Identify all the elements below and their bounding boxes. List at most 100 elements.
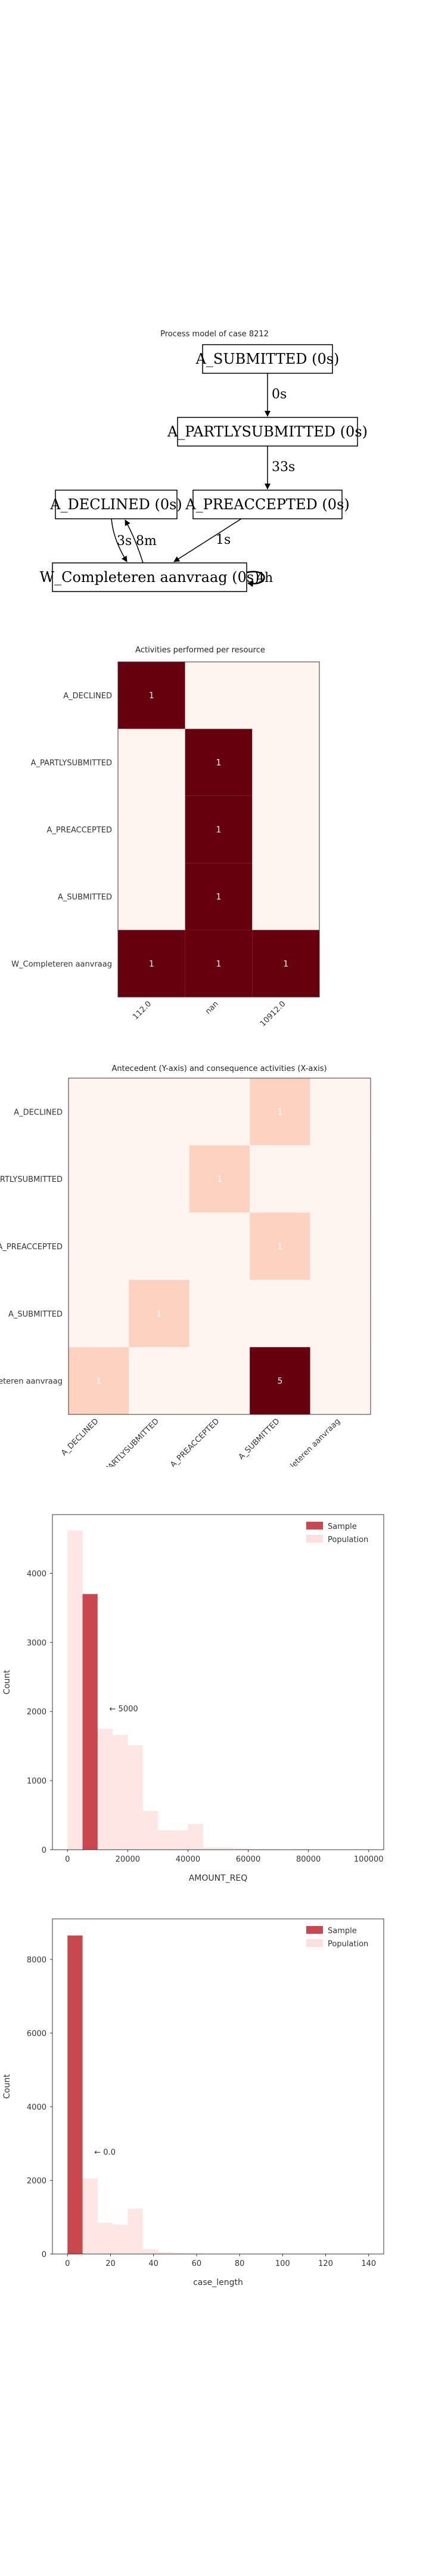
y-tick-label: 4000 (27, 2103, 46, 2112)
x-tick-label: 20000 (116, 1855, 140, 1864)
annotation-label: ← 5000 (110, 1705, 138, 1714)
y-tick-label: 8000 (27, 1956, 46, 1965)
population-bar (67, 1530, 83, 1850)
population-bar (188, 2253, 203, 2254)
edge-wc-declined: 8m (125, 519, 157, 564)
edge-declined-wc: 3s (111, 518, 132, 562)
cell-value-label: 1 (216, 758, 222, 768)
heatmap-cell (129, 1347, 189, 1414)
process-model-title: Process model of case 8212 (160, 330, 269, 339)
node-label: A_DECLINED (0s) (49, 496, 182, 513)
edge-preaccepted-wc: 1s (173, 518, 242, 562)
x-tick-label: A_PARTLYSUBMITTED (97, 1417, 161, 1467)
heatmap-cell (189, 1145, 250, 1213)
x-tick-label: 0 (65, 1855, 70, 1864)
heatmap-cell (129, 1145, 189, 1213)
cell-value-label: 1 (157, 1309, 162, 1319)
x-tick-label: 100 (275, 2259, 290, 2268)
y-axis-label: Count (2, 2074, 12, 2099)
population-bar (263, 1849, 279, 1850)
x-tick-label: 40 (148, 2259, 158, 2268)
heatmap-cell (250, 1078, 310, 1145)
node-w-completeren: W_Completeren aanvraag (0s) (39, 562, 260, 592)
population-bar (248, 1849, 263, 1850)
y-axis-label: Count (2, 1670, 12, 1695)
heatmap-cell (118, 863, 185, 930)
edge-submitted-partly: 0s (265, 373, 287, 417)
plot-border (52, 1514, 384, 1850)
heatmap-cell (185, 795, 253, 863)
heatmap-cell (185, 662, 253, 729)
edge-wc-self-loop: 4h (246, 571, 273, 587)
x-tick-label: 80000 (296, 1855, 321, 1864)
x-tick-label: 120 (318, 2259, 333, 2268)
cell-value-label: 1 (217, 1175, 222, 1184)
heatmap-cell (310, 1347, 371, 1414)
population-bar (128, 1745, 143, 1850)
sample-bar (82, 1594, 98, 1850)
population-bar (113, 1735, 128, 1850)
case-length-histogram-panel: 0 20 40 60 80 100 120 140 0 2000 4000 6000 8000 case_… (0, 1908, 429, 2349)
legend-label: Sample (328, 1522, 357, 1531)
y-tick-label: 0 (42, 1846, 46, 1855)
y-tick-label: W_Completeren aanvraag (0, 1377, 63, 1386)
cell-value-label: 1 (149, 691, 154, 701)
x-tick-label: A_PREACCEPTED (169, 1417, 221, 1467)
y-tick-label: A_PARTLYSUBMITTED (0, 1175, 63, 1184)
x-tick-label: 10912.0 (259, 999, 288, 1029)
y-tick-label: A_PARTLYSUBMITTED (31, 759, 112, 768)
heatmap-cell (252, 662, 319, 729)
x-axis-label: case_length (193, 2278, 243, 2287)
x-tick-label: A_DECLINED (60, 1417, 100, 1457)
edge-label: 33s (272, 460, 295, 475)
heatmap-cell (129, 1212, 189, 1280)
x-tick-label: 112.0 (131, 999, 153, 1021)
y-tick-label: 2000 (27, 1708, 46, 1717)
heatmap-border (68, 1078, 371, 1415)
cell-value-label: 1 (277, 1107, 282, 1117)
heatmap-cell (250, 1212, 310, 1280)
y-tick-label: 0 (42, 2250, 46, 2259)
legend-label: Sample (328, 1927, 357, 1936)
edge-label: 1s (216, 532, 231, 547)
cell-value-label: 1 (216, 959, 222, 969)
heatmap-cell (129, 1280, 189, 1348)
edge-partly-preaccepted: 33s (265, 446, 295, 490)
heatmap-cell (185, 930, 253, 997)
y-tick-label: 4000 (27, 1569, 46, 1578)
legend-swatch (306, 1926, 323, 1934)
x-tick-label: 60 (192, 2259, 202, 2268)
sample-bar (67, 1935, 83, 2254)
heatmap-cell (189, 1212, 250, 1280)
x-tick-label: nan (204, 999, 220, 1016)
legend-label: Population (328, 1940, 368, 1949)
population-bar (157, 1830, 173, 1850)
edge-label: 8m (136, 534, 157, 549)
y-tick-label: 3000 (27, 1639, 46, 1648)
heatmap-cell (252, 795, 319, 863)
y-tick-label: A_SUBMITTED (58, 893, 112, 902)
plot-area (52, 1919, 384, 2254)
population-bar (97, 2222, 113, 2254)
transition-heatmap: Antecedent (Y-axis) and consequence acti… (0, 1064, 371, 1467)
heatmap-cell (69, 1280, 129, 1348)
heatmap-cell (189, 1347, 250, 1414)
cell-value-label: 1 (283, 959, 288, 969)
x-tick-label: 140 (361, 2259, 376, 2268)
cell-value-label: 1 (149, 959, 154, 969)
cell-value-label: 5 (277, 1377, 282, 1386)
population-bar (142, 1811, 158, 1850)
y-tick-label: A_PREACCEPTED (0, 1243, 63, 1252)
node-label: W_Completeren aanvraag (0s) (39, 569, 259, 586)
legend-swatch (306, 1535, 323, 1543)
node-label: A_PARTLYSUBMITTED (0s) (167, 423, 368, 440)
amount-histogram-panel: 0 20000 40000 60000 80000 100000 0 1000 2000 3000… (0, 1467, 429, 1908)
y-tick-label: A_SUBMITTED (8, 1310, 63, 1319)
y-tick-label: 1000 (27, 1777, 46, 1786)
population-bar (113, 2224, 128, 2254)
population-bar (203, 1847, 218, 1850)
x-tick-label: 60000 (236, 1855, 260, 1864)
heatmap-cell (185, 729, 253, 796)
process-model-diagram: Process model of case 8212 A_SUBMITTED (… (39, 330, 368, 592)
